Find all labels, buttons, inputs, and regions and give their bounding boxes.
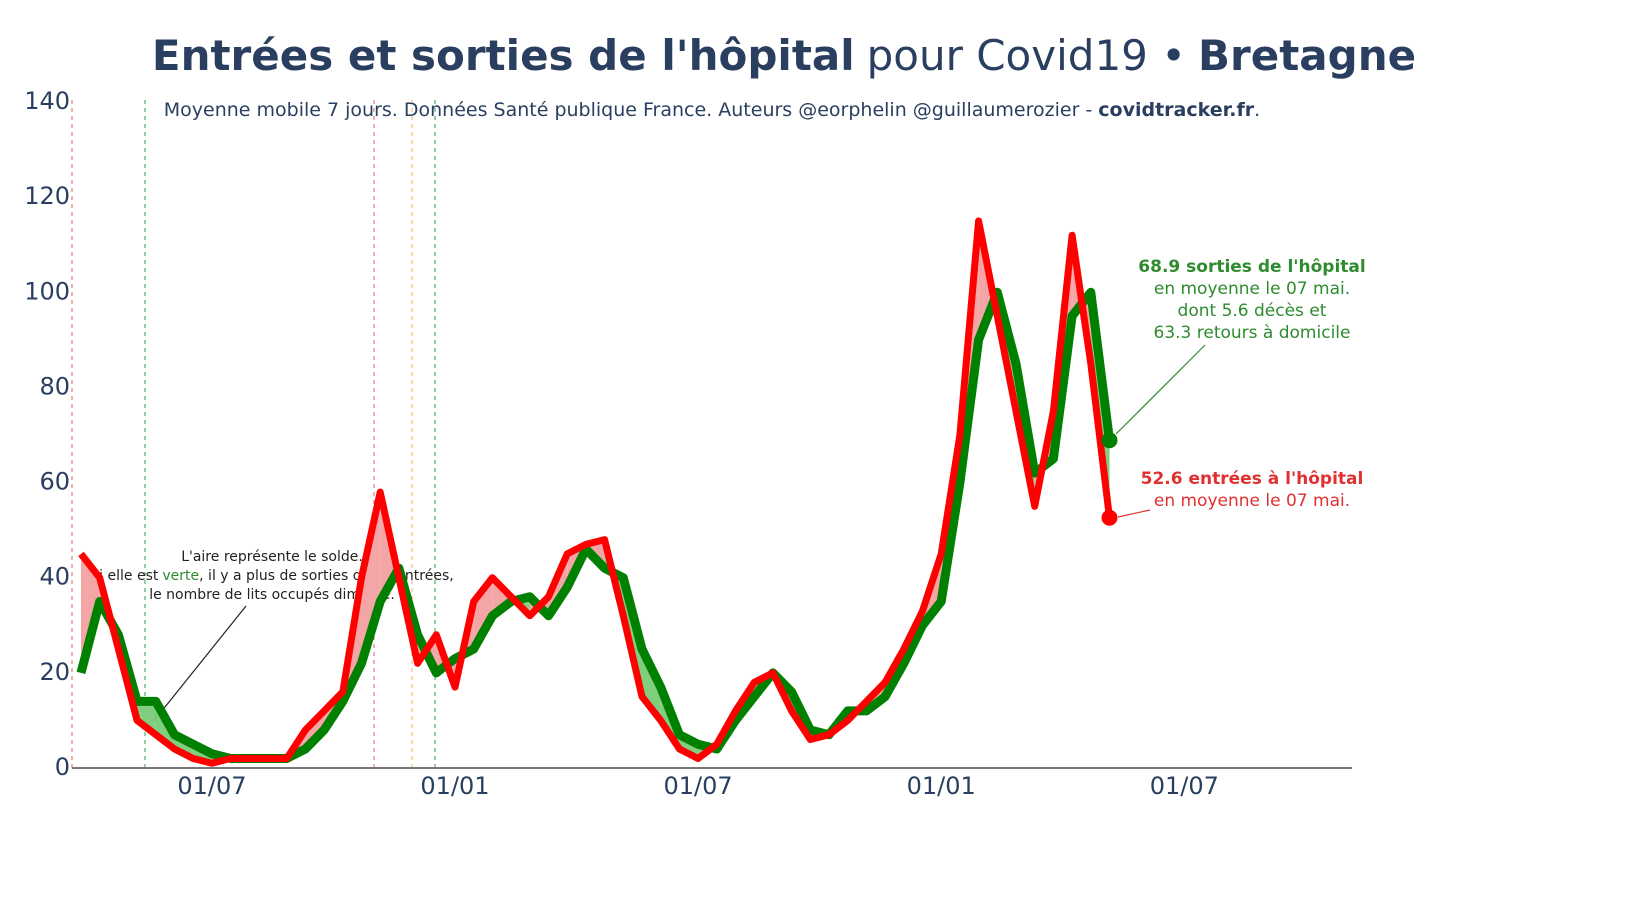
y-tick-label: 60	[39, 468, 70, 496]
x-tick-label: 01/07	[1150, 772, 1219, 800]
annotation: en moyenne le 07 mai.	[1154, 491, 1350, 511]
subtitle-part: Moyenne mobile 7 jours. Données Santé pu…	[164, 99, 1093, 121]
y-tick-label: 20	[39, 658, 70, 686]
series-line	[78, 217, 1113, 767]
x-tick-label: 01/01	[907, 772, 976, 800]
chart-title: Entrées et sorties de l'hôpital pour Covi…	[152, 31, 1416, 80]
title-part: pour Covid19 •	[867, 31, 1186, 80]
annotation: dont 5.6 décès et	[1178, 301, 1327, 321]
y-tick-label: 100	[24, 277, 70, 305]
annotation-line	[1115, 344, 1206, 435]
title-part: Entrées et sorties de l'hôpital	[152, 31, 855, 80]
series-line	[76, 287, 1114, 763]
balance-area	[361, 492, 381, 664]
subtitle-part: covidtracker.fr	[1098, 99, 1255, 121]
y-tick-label: 120	[24, 182, 70, 210]
x-tick-label: 01/01	[420, 772, 489, 800]
x-tick-label: 01/07	[664, 772, 733, 800]
end-point	[1101, 432, 1118, 449]
annotation: en moyenne le 07 mai.	[1154, 279, 1350, 299]
note-arrow	[156, 605, 247, 718]
note-part: , il y a plus de sorties que d'entrées,	[199, 568, 454, 584]
note-part: verte	[162, 568, 199, 584]
subtitle-part: .	[1254, 99, 1260, 121]
note-part: Si elle est	[90, 568, 159, 584]
balance-area	[137, 701, 156, 735]
y-tick-label: 140	[24, 87, 70, 115]
x-tick-label: 01/07	[177, 772, 246, 800]
annotation: 63.3 retours à domicile	[1154, 323, 1351, 343]
subtitle: Moyenne mobile 7 jours. Données Santé pu…	[164, 99, 1260, 121]
annotation-line	[1117, 509, 1151, 518]
annotation: 52.6 entrées à l'hôpital	[1141, 469, 1364, 489]
title-part: Bretagne	[1198, 31, 1416, 80]
note: le nombre de lits occupés diminue.	[149, 587, 395, 603]
y-tick-label: 40	[39, 563, 70, 591]
end-point	[1101, 509, 1118, 526]
note: L'aire représente le solde.	[181, 549, 363, 565]
annotation: 68.9 sorties de l'hôpital	[1138, 257, 1365, 277]
y-tick-label: 0	[55, 753, 70, 781]
y-tick-label: 80	[39, 372, 70, 400]
